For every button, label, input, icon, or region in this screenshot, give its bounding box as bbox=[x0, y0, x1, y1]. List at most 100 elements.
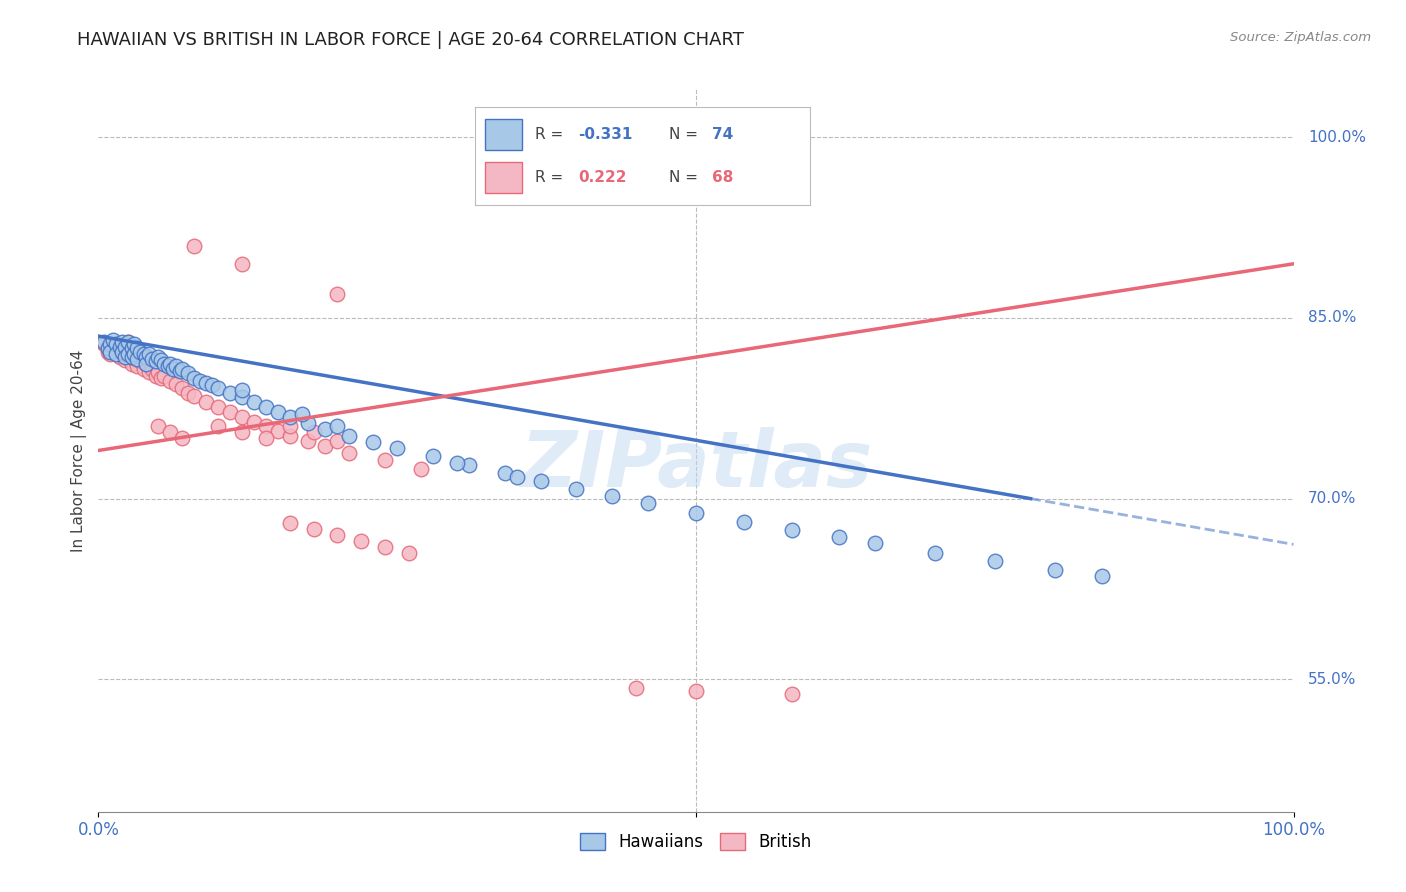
Point bbox=[111, 347, 134, 361]
Point bbox=[339, 446, 361, 460]
Point bbox=[254, 432, 277, 446]
Point bbox=[149, 353, 172, 368]
Point bbox=[1043, 563, 1066, 577]
Text: 55.0%: 55.0% bbox=[1308, 672, 1357, 687]
Point bbox=[828, 530, 851, 544]
Point bbox=[506, 470, 529, 484]
Point bbox=[111, 344, 134, 359]
Point bbox=[105, 337, 128, 351]
Point bbox=[129, 344, 152, 359]
Point bbox=[93, 335, 115, 350]
Point bbox=[385, 441, 409, 455]
Point bbox=[111, 335, 134, 350]
Point bbox=[530, 474, 553, 488]
Point bbox=[302, 425, 325, 440]
Point bbox=[156, 359, 179, 373]
Point bbox=[124, 343, 146, 358]
Point bbox=[105, 344, 128, 359]
Point bbox=[153, 368, 176, 383]
Point bbox=[98, 347, 122, 361]
Point bbox=[411, 461, 433, 475]
Point bbox=[125, 351, 148, 366]
Y-axis label: In Labor Force | Age 20-64: In Labor Force | Age 20-64 bbox=[72, 350, 87, 551]
Point bbox=[121, 350, 143, 364]
Point bbox=[145, 354, 167, 368]
Point bbox=[326, 287, 349, 301]
Point bbox=[315, 439, 337, 453]
Point bbox=[105, 347, 128, 361]
Text: Source: ZipAtlas.com: Source: ZipAtlas.com bbox=[1230, 31, 1371, 45]
Point bbox=[121, 357, 143, 371]
Point bbox=[278, 516, 301, 530]
Point bbox=[278, 409, 301, 424]
Point bbox=[97, 341, 120, 355]
Point bbox=[267, 424, 290, 438]
Point bbox=[101, 333, 124, 347]
Point bbox=[148, 365, 170, 379]
Point bbox=[984, 554, 1007, 568]
Point bbox=[98, 344, 122, 359]
Point bbox=[135, 357, 157, 371]
Text: 100.0%: 100.0% bbox=[1308, 130, 1365, 145]
Point bbox=[124, 351, 146, 366]
Point bbox=[172, 361, 194, 376]
Point bbox=[98, 337, 122, 351]
Point bbox=[101, 341, 124, 355]
Point bbox=[637, 496, 659, 510]
Point bbox=[231, 425, 253, 440]
Point bbox=[780, 687, 803, 701]
Point bbox=[159, 425, 181, 440]
Point bbox=[97, 344, 120, 359]
Point bbox=[117, 350, 139, 364]
Point bbox=[114, 350, 136, 364]
Point bbox=[924, 546, 946, 560]
Point bbox=[422, 450, 444, 464]
Point bbox=[374, 453, 396, 467]
Point bbox=[865, 536, 887, 550]
Point bbox=[183, 371, 205, 385]
Point bbox=[135, 350, 157, 364]
Point bbox=[108, 350, 131, 364]
Point bbox=[145, 368, 167, 383]
Point bbox=[231, 384, 253, 398]
Point bbox=[93, 337, 115, 351]
Text: 85.0%: 85.0% bbox=[1308, 310, 1357, 326]
Point bbox=[231, 391, 253, 405]
Point bbox=[231, 257, 253, 271]
Point bbox=[350, 533, 373, 548]
Point bbox=[138, 365, 160, 379]
Point bbox=[117, 335, 139, 350]
Point bbox=[297, 416, 319, 430]
Point bbox=[114, 353, 136, 368]
Point bbox=[188, 374, 211, 388]
Legend: Hawaiians, British: Hawaiians, British bbox=[574, 826, 818, 857]
Point bbox=[183, 238, 205, 253]
Point bbox=[159, 357, 181, 371]
Point bbox=[685, 684, 707, 698]
Point bbox=[278, 429, 301, 443]
Point bbox=[297, 434, 319, 448]
Point bbox=[125, 341, 148, 355]
Point bbox=[195, 395, 218, 409]
Point bbox=[207, 419, 229, 434]
Point bbox=[494, 467, 516, 481]
Point bbox=[172, 432, 194, 446]
Point bbox=[124, 337, 146, 351]
Point bbox=[169, 364, 191, 378]
Point bbox=[243, 395, 266, 409]
Point bbox=[315, 422, 337, 436]
Point bbox=[339, 429, 361, 443]
Point bbox=[177, 367, 200, 381]
Point bbox=[207, 400, 229, 414]
Point bbox=[129, 354, 152, 368]
Point bbox=[114, 340, 136, 354]
Point bbox=[108, 340, 131, 354]
Point bbox=[243, 415, 266, 429]
Point bbox=[148, 419, 170, 434]
Point bbox=[1091, 568, 1114, 582]
Point bbox=[302, 522, 325, 536]
Point bbox=[231, 409, 253, 424]
Point bbox=[162, 361, 184, 376]
Point bbox=[685, 506, 707, 520]
Point bbox=[195, 376, 218, 390]
